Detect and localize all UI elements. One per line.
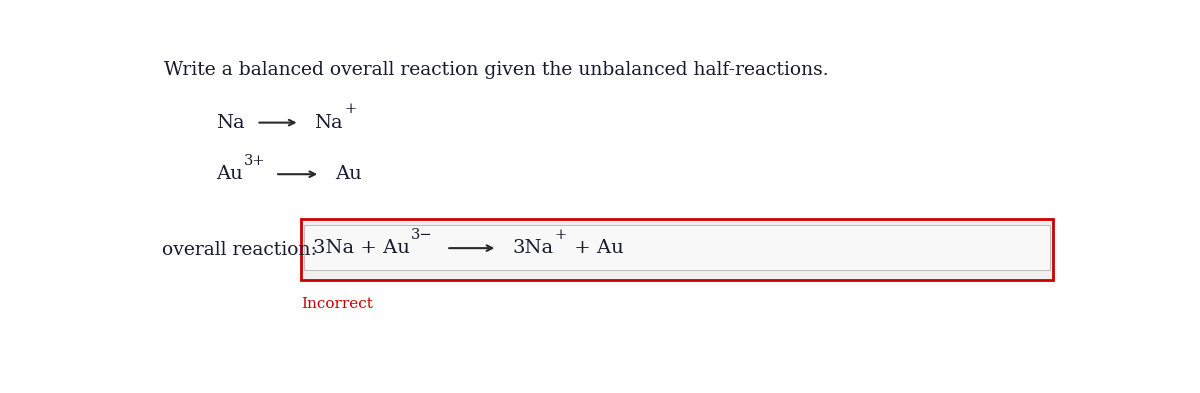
Text: Au: Au: [216, 165, 242, 183]
Text: overall reaction:: overall reaction:: [162, 241, 317, 259]
Text: Na: Na: [314, 114, 343, 132]
FancyBboxPatch shape: [305, 225, 1050, 270]
Text: 3Na + Au: 3Na + Au: [313, 239, 409, 257]
Text: 3−: 3−: [410, 228, 432, 242]
Text: Au: Au: [335, 165, 362, 183]
Text: Incorrect: Incorrect: [301, 298, 373, 311]
Text: +: +: [344, 102, 356, 116]
Text: 3+: 3+: [244, 154, 265, 168]
Text: 3Na: 3Na: [512, 239, 553, 257]
FancyBboxPatch shape: [301, 219, 1052, 281]
Text: + Au: + Au: [569, 239, 624, 257]
Text: +: +: [554, 228, 566, 242]
Text: Write a balanced overall reaction given the unbalanced half-reactions.: Write a balanced overall reaction given …: [164, 61, 828, 79]
Text: Na: Na: [216, 114, 245, 132]
